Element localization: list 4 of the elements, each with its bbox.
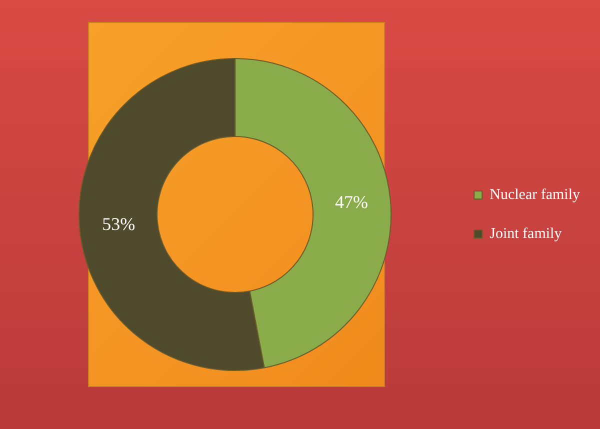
- legend-label: Nuclear family: [490, 186, 580, 203]
- legend-label: Joint family: [490, 226, 562, 242]
- data-label: 53%: [102, 214, 136, 234]
- data-label: 47%: [335, 192, 368, 212]
